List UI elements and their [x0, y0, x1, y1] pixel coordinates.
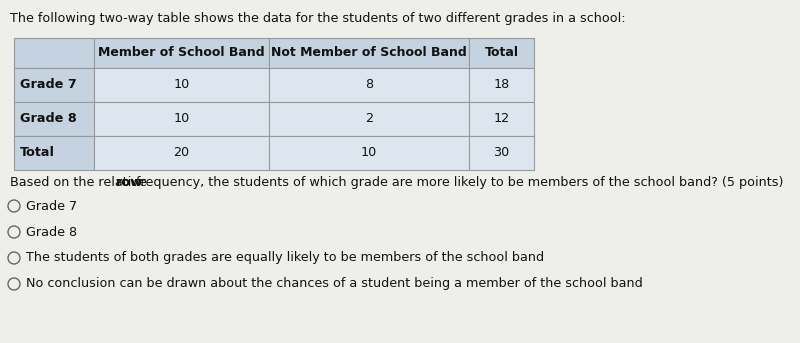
Bar — [14, 38, 94, 68]
Text: Grade 8: Grade 8 — [26, 225, 77, 238]
Text: The following two-way table shows the data for the students of two different gra: The following two-way table shows the da… — [10, 12, 626, 25]
Text: 10: 10 — [174, 79, 190, 92]
Text: 12: 12 — [494, 113, 510, 126]
Bar — [469, 38, 534, 68]
Text: No conclusion can be drawn about the chances of a student being a member of the : No conclusion can be drawn about the cha… — [26, 277, 642, 291]
Bar — [94, 136, 269, 170]
Text: Grade 7: Grade 7 — [26, 200, 77, 213]
Bar — [94, 68, 269, 102]
Bar — [269, 68, 469, 102]
Text: The students of both grades are equally likely to be members of the school band: The students of both grades are equally … — [26, 251, 544, 264]
Bar — [469, 68, 534, 102]
Text: Grade 7: Grade 7 — [20, 79, 77, 92]
Text: 20: 20 — [174, 146, 190, 159]
Text: Member of School Band: Member of School Band — [98, 47, 265, 59]
Text: 2: 2 — [365, 113, 373, 126]
Text: Based on the relative: Based on the relative — [10, 176, 150, 189]
Bar — [269, 102, 469, 136]
Bar — [269, 136, 469, 170]
Bar — [14, 102, 94, 136]
Bar — [469, 102, 534, 136]
Text: Not Member of School Band: Not Member of School Band — [271, 47, 467, 59]
Text: Total: Total — [20, 146, 55, 159]
Text: row: row — [116, 176, 143, 189]
Bar — [94, 38, 269, 68]
Text: 10: 10 — [361, 146, 377, 159]
Bar — [14, 136, 94, 170]
Bar — [14, 68, 94, 102]
Text: Grade 8: Grade 8 — [20, 113, 77, 126]
Bar — [469, 136, 534, 170]
Text: 8: 8 — [365, 79, 373, 92]
Text: 18: 18 — [494, 79, 510, 92]
Text: frequency, the students of which grade are more likely to be members of the scho: frequency, the students of which grade a… — [131, 176, 783, 189]
Bar — [269, 38, 469, 68]
Text: 30: 30 — [494, 146, 510, 159]
Bar — [94, 102, 269, 136]
Text: 10: 10 — [174, 113, 190, 126]
Text: Total: Total — [485, 47, 518, 59]
